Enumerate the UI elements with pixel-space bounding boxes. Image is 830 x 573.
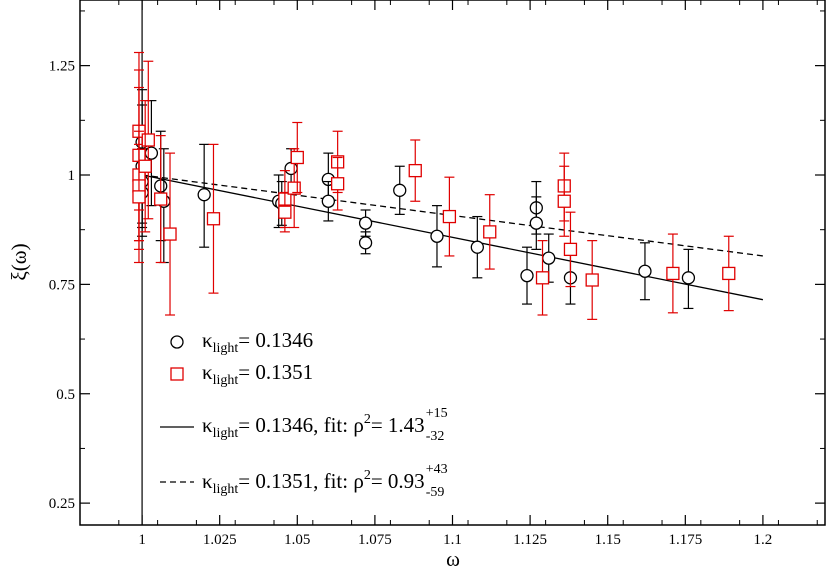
x-tick-label: 1.15 — [595, 532, 621, 548]
legend-label-series-1-text: = 0.1346 — [238, 328, 313, 352]
x-tick-label: 1.125 — [513, 532, 547, 548]
legend-label-fit-1-symbol: κ — [202, 413, 213, 437]
legend-label-fit-2: κlight= 0.1351, fit: ρ2= 0.93 — [202, 468, 425, 497]
legend-fit-2-error-plus: +43 — [426, 462, 448, 477]
y-tick-label: 1.25 — [49, 59, 75, 75]
y-tick-label: 0.75 — [49, 277, 75, 293]
data-point — [442, 209, 457, 224]
y-tick-label: 0.5 — [56, 387, 75, 403]
data-point — [557, 194, 571, 208]
data-point — [141, 133, 155, 147]
legend-label-series-1-symbol: κ — [202, 328, 213, 352]
data-point — [132, 190, 146, 204]
data-point — [638, 264, 652, 278]
y-tick-label: 0.25 — [49, 496, 75, 512]
series-2 — [132, 51, 736, 320]
legend-label-series-2-text: = 0.1351 — [238, 360, 313, 384]
legend-label-series-1-sub: light — [213, 341, 239, 356]
y-tick-label: 1 — [68, 168, 76, 184]
data-point — [358, 236, 373, 250]
data-point — [154, 192, 168, 206]
legend-label-fit-2-value: = 0.93 — [371, 469, 425, 493]
data-point — [529, 216, 543, 230]
data-point — [470, 240, 484, 254]
data-point — [358, 216, 373, 230]
fit-line-1 — [141, 174, 764, 301]
data-point — [321, 194, 335, 208]
legend-fit-2-error-minus: -59 — [426, 485, 445, 500]
legend-label-fit-2-text: = 0.1351, fit: ρ — [238, 469, 364, 493]
legend-fit-1-error-minus: -32 — [426, 429, 445, 444]
data-point — [290, 150, 304, 165]
data-point — [330, 177, 345, 191]
x-tick-label: 1.025 — [203, 532, 237, 548]
data-point — [542, 251, 556, 265]
x-tick-label: 1.075 — [358, 532, 392, 548]
data-point — [722, 266, 736, 281]
x-tick-label: 1.175 — [668, 532, 702, 548]
legend-label-fit-1-pow: 2 — [364, 412, 371, 427]
data-point — [393, 183, 407, 197]
x-tick-label: 1.1 — [443, 532, 462, 548]
axes: 1 1.025 1.05 1.075 1.1 1.125 1.15 1.175 1.2 0.25 0… — [49, 0, 825, 548]
data-point — [535, 271, 550, 285]
legend-label-series-2-symbol: κ — [202, 360, 213, 384]
data-point — [278, 205, 292, 219]
legend-label-fit-1-sub: light — [213, 426, 239, 441]
legend-label-fit-1-text: = 0.1346, fit: ρ — [238, 413, 364, 437]
x-axis-title: ω — [446, 547, 460, 571]
legend-label-series-1: κlight= 0.1346 — [202, 328, 313, 356]
data-marks — [132, 0, 764, 525]
data-point — [430, 229, 444, 243]
legend-label-fit-2-pow: 2 — [364, 468, 371, 483]
legend-marker-circle — [170, 335, 184, 349]
legend-fit-1-error-plus: +15 — [426, 406, 448, 421]
data-point — [284, 161, 298, 176]
data-point — [206, 212, 221, 226]
x-tick-label: 1 — [138, 532, 146, 548]
legend-label-fit-2-sub: light — [213, 482, 239, 497]
legend-marker-square — [170, 367, 184, 381]
legend-label-fit-1: κlight= 0.1346, fit: ρ2= 1.43 — [202, 412, 425, 441]
data-point — [520, 268, 534, 283]
legend-label-series-2-sub: light — [213, 373, 239, 388]
x-tick-label: 1.2 — [754, 532, 773, 548]
data-point — [144, 146, 159, 160]
data-point — [197, 188, 211, 202]
x-tick-label: 1.05 — [284, 532, 310, 548]
legend-label-series-2: κlight= 0.1351 — [202, 360, 313, 388]
y-axis-title: ξ(ω) — [7, 243, 31, 280]
data-point — [163, 227, 177, 241]
data-point — [585, 273, 599, 287]
data-point — [563, 242, 578, 257]
data-point — [666, 266, 680, 281]
legend-label-fit-1-value: = 1.43 — [371, 413, 425, 437]
data-point — [483, 225, 497, 239]
legend-label-fit-2-symbol: κ — [202, 469, 213, 493]
data-point — [408, 163, 422, 178]
data-point — [138, 159, 152, 173]
data-point — [681, 271, 696, 285]
